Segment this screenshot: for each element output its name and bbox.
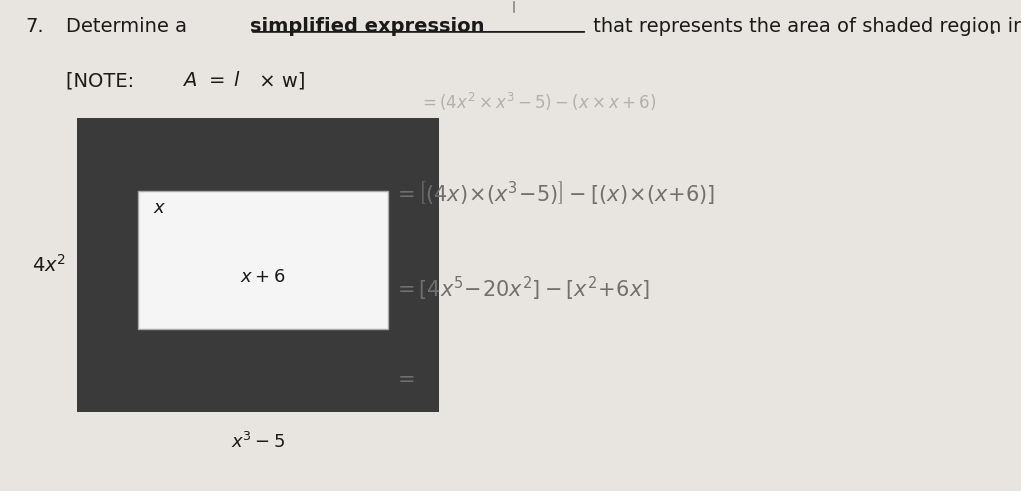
Text: $x^3 - 5$: $x^3 - 5$ [231, 432, 285, 452]
Text: $x$: $x$ [153, 199, 166, 217]
Text: $4x^2$: $4x^2$ [33, 254, 66, 276]
Bar [138, 191, 388, 329]
Text: $x + 6$: $x + 6$ [240, 268, 286, 286]
Text: =: = [209, 71, 232, 90]
Text: $=$: $=$ [393, 368, 415, 388]
Text: [NOTE:: [NOTE: [66, 71, 141, 90]
Text: •: • [988, 27, 995, 40]
Text: that represents the area of shaded region in metres.: that represents the area of shaded regio… [587, 17, 1021, 36]
Text: simplified expression: simplified expression [250, 17, 485, 36]
Text: $= \left[4x^5\!-\!20x^2\right] - \left[x^2\!+\!6x\right]$: $= \left[4x^5\!-\!20x^2\right] - \left[x… [393, 275, 650, 303]
Text: Determine a: Determine a [66, 17, 194, 36]
Text: $= \left[(4x) \!\times\! (x^3\!-\!5)\right] - \left[(x) \!\times\! (x\!+\!6)\rig: $= \left[(4x) \!\times\! (x^3\!-\!5)\rig… [393, 179, 716, 207]
Text: $l$: $l$ [233, 71, 240, 90]
Text: $= (4x^2 \times x^3 - 5) - (x \times x + 6)$: $= (4x^2 \times x^3 - 5) - (x \times x +… [419, 91, 657, 113]
Bar [77, 118, 439, 412]
Text: × w]: × w] [253, 71, 305, 90]
Text: $A$: $A$ [182, 71, 197, 90]
Text: 7.: 7. [26, 17, 44, 36]
